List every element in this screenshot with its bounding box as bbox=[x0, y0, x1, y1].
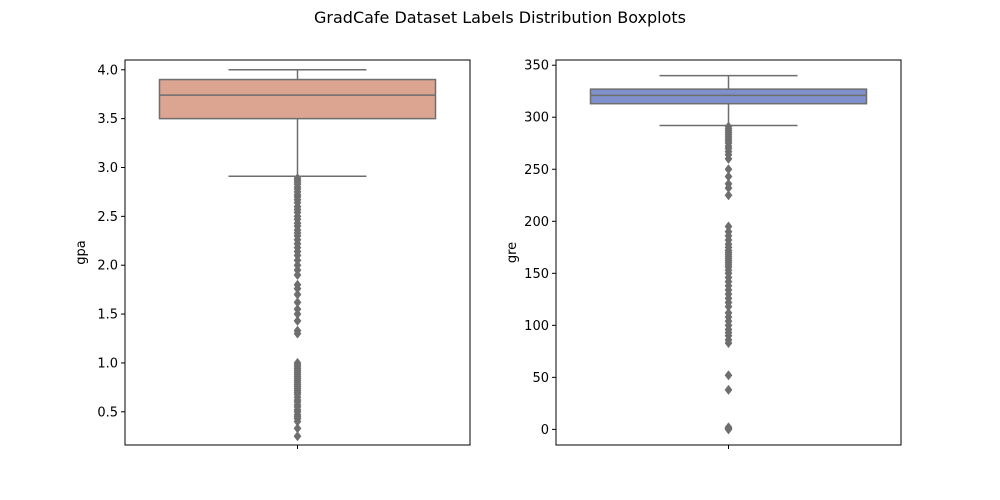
gre-boxplot-panel: 0 50 100 150 200 250 300 350 gre bbox=[505, 59, 902, 449]
gpa-ytick-label: 1.0 bbox=[97, 356, 118, 371]
gpa-ytick-label: 0.5 bbox=[97, 405, 118, 420]
gpa-ytick-label: 2.0 bbox=[97, 259, 118, 274]
gpa-ytick-label: 1.5 bbox=[97, 308, 118, 323]
gre-y-axis: 0 50 100 150 200 250 300 350 bbox=[524, 59, 729, 449]
gpa-boxplot-panel: 0.5 1.0 1.5 2.0 2.5 3.0 3.5 4.0 gpa bbox=[74, 59, 471, 449]
gre-outlier-point bbox=[724, 190, 733, 201]
gre-box bbox=[589, 88, 868, 105]
gpa-ytick-label: 3.0 bbox=[97, 161, 118, 176]
gpa-outlier-point bbox=[293, 269, 302, 281]
gre-outlier-point bbox=[724, 337, 733, 349]
gre-ytick-label: 200 bbox=[524, 215, 549, 230]
gpa-box bbox=[158, 78, 437, 120]
gre-ytick-label: 0 bbox=[541, 423, 549, 438]
gre-y-axis-label: gre bbox=[505, 242, 520, 263]
gre-ytick-label: 350 bbox=[524, 59, 549, 74]
gre-outlier-point bbox=[724, 424, 733, 435]
gre-outlier-point bbox=[724, 384, 733, 395]
gre-boxplot bbox=[589, 74, 868, 435]
gre-ytick-label: 100 bbox=[524, 319, 549, 334]
gre-outlier-point bbox=[724, 370, 733, 381]
gre-ytick-label: 250 bbox=[524, 163, 549, 178]
gpa-y-axis-label: gpa bbox=[74, 240, 89, 264]
gre-ytick-label: 50 bbox=[532, 371, 549, 386]
gre-ytick-label: 150 bbox=[524, 267, 549, 282]
gpa-ytick-label: 2.5 bbox=[97, 210, 118, 225]
gpa-ytick-label: 3.5 bbox=[97, 112, 118, 127]
gpa-outlier-point bbox=[293, 431, 302, 442]
gre-outlier-point bbox=[724, 153, 733, 164]
gpa-ytick-label: 4.0 bbox=[97, 63, 118, 78]
gpa-y-axis: 0.5 1.0 1.5 2.0 2.5 3.0 3.5 4.0 bbox=[97, 63, 298, 449]
gre-ytick-label: 300 bbox=[524, 111, 549, 126]
gpa-outlier-point bbox=[293, 315, 302, 326]
gpa-boxplot bbox=[158, 69, 437, 442]
figure-title: GradCafe Dataset Labels Distribution Box… bbox=[314, 8, 686, 27]
gpa-outlier-point bbox=[293, 328, 302, 339]
